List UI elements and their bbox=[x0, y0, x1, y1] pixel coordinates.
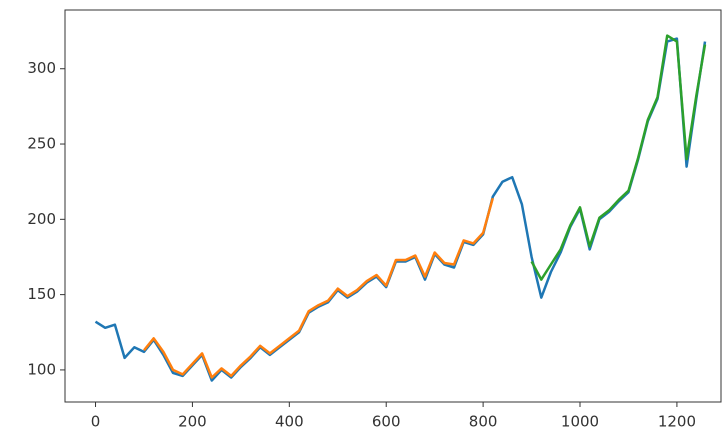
x-tick-label: 600 bbox=[372, 413, 401, 431]
y-tick-label: 250 bbox=[27, 135, 56, 153]
plot-frame bbox=[64, 9, 722, 403]
y-tick-label: 100 bbox=[27, 360, 56, 378]
x-tick-label: 800 bbox=[469, 413, 498, 431]
x-tick-label: 1200 bbox=[658, 413, 696, 431]
y-tick-label: 300 bbox=[27, 59, 56, 77]
y-tick-label: 200 bbox=[27, 210, 56, 228]
y-tick-label: 150 bbox=[27, 285, 56, 303]
x-tick-label: 0 bbox=[91, 413, 101, 431]
x-tick-label: 200 bbox=[178, 413, 207, 431]
x-tick-label: 400 bbox=[275, 413, 304, 431]
series-line bbox=[94, 37, 707, 382]
series-line bbox=[530, 34, 707, 281]
x-tick-label: 1000 bbox=[561, 413, 599, 431]
series-line bbox=[143, 197, 495, 379]
